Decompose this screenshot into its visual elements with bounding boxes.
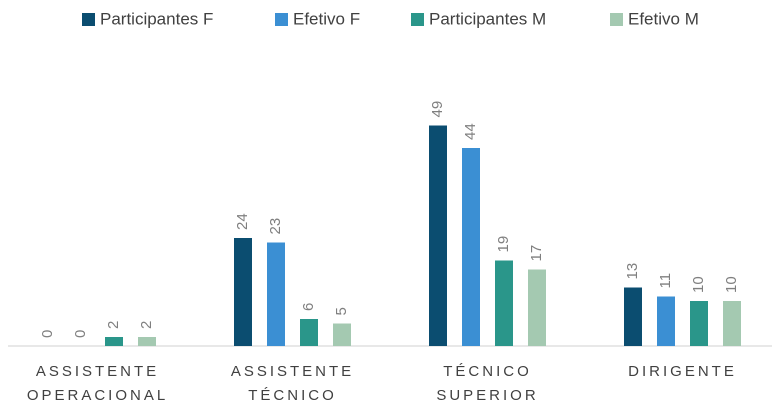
- value-label: 44: [462, 123, 479, 140]
- value-label: 6: [300, 303, 317, 311]
- bar: [723, 301, 741, 346]
- legend-swatch: [411, 13, 424, 26]
- legend-label: Participantes M: [429, 9, 546, 28]
- bar: [657, 296, 675, 346]
- x-tick-label: DIRIGENTE: [628, 363, 737, 380]
- bar: [333, 323, 351, 346]
- legend-label: Participantes F: [100, 9, 213, 28]
- bar: [690, 301, 708, 346]
- x-tick-label: ASSISTENTE OPERACIONAL: [27, 363, 168, 404]
- bar: [495, 260, 513, 346]
- bar: [624, 287, 642, 346]
- value-label: 2: [105, 321, 122, 329]
- value-label: 13: [624, 263, 641, 280]
- bar: [105, 337, 123, 346]
- bar: [267, 242, 285, 346]
- value-label: 10: [690, 276, 707, 293]
- x-tick-label: ASSISTENTE TÉCNICO: [231, 363, 354, 404]
- bar: [234, 238, 252, 346]
- value-label: 11: [657, 273, 674, 289]
- value-label: 0: [39, 330, 56, 338]
- value-label: 0: [72, 330, 89, 338]
- legend-swatch: [275, 13, 288, 26]
- bar: [528, 269, 546, 346]
- value-label: 10: [723, 276, 740, 293]
- value-label: 2: [138, 321, 155, 329]
- legend-swatch: [82, 13, 95, 26]
- value-label: 19: [495, 236, 512, 253]
- bar: [300, 319, 318, 346]
- value-label: 5: [333, 307, 350, 315]
- legend-label: Efetivo M: [628, 9, 699, 28]
- bar: [138, 337, 156, 346]
- bar: [462, 148, 480, 346]
- x-tick-label: TÉCNICO SUPERIOR: [436, 363, 538, 404]
- value-label: 23: [267, 218, 284, 235]
- value-label: 17: [528, 245, 545, 262]
- value-label: 24: [234, 213, 251, 230]
- legend-swatch: [610, 13, 623, 26]
- value-label: 49: [429, 101, 446, 118]
- legend-label: Efetivo F: [293, 9, 360, 28]
- bar: [429, 125, 447, 346]
